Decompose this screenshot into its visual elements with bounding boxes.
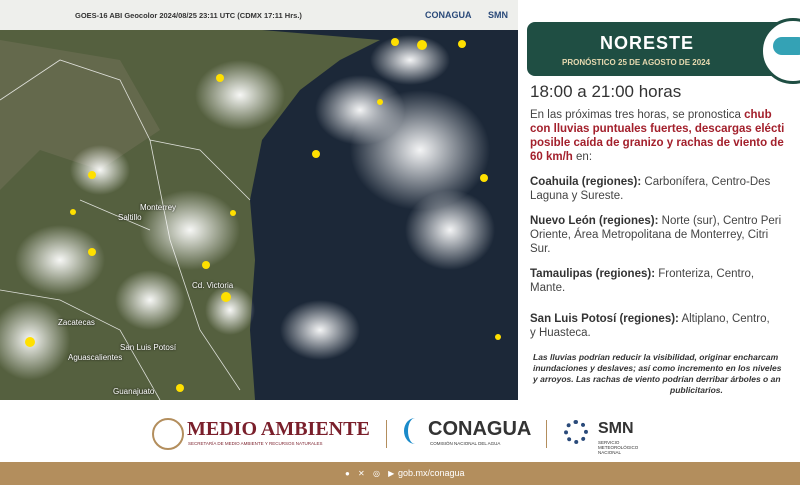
highlight: posible caída de granizo y rachas de vie… — [530, 137, 784, 149]
region-name: Coahuila (regiones): — [530, 176, 642, 188]
seal — [152, 418, 184, 450]
region: Nuevo León (regiones): Norte (sur), Cent… — [530, 215, 781, 227]
note: y arroyos. Las rachas de viento podrían … — [533, 374, 781, 384]
smn-sub: SERVICIO METEOROLÓGICO NACIONAL — [598, 440, 639, 455]
region-text: y Huasteca. — [530, 327, 591, 339]
smn-logo — [564, 420, 588, 444]
satellite-image — [0, 0, 518, 400]
forecast-date: PRONÓSTICO 25 DE AGOSTO DE 2024 — [562, 58, 711, 67]
region-name: Tamaulipas (regiones): — [530, 268, 656, 280]
place-label: San Luis Potosí — [120, 343, 177, 352]
intro: En las próximas tres horas, se pronostic… — [530, 109, 741, 121]
region-name: San Luis Potosí (regiones): — [530, 313, 679, 325]
region-text: Mante. — [530, 282, 566, 294]
region: Tamaulipas (regiones): Fronteriza, Centr… — [530, 268, 754, 280]
region-text: Carbonífera, Centro-Des — [644, 176, 771, 188]
region-name: Nuevo León (regiones): — [530, 215, 659, 227]
region-text: Altiplano, Centro, — [681, 313, 770, 325]
semarnat: MEDIO AMBIENTE — [187, 418, 370, 440]
intro-tail: en: — [576, 151, 593, 163]
highlight: chub — [744, 109, 772, 121]
logo-text: CONAGUA — [425, 10, 472, 20]
semarnat-sub: SECRETARÍA DE MEDIO AMBIENTE Y RECURSOS … — [188, 441, 323, 446]
note: publicitarios. — [670, 385, 723, 395]
note: inundaciones y deslaves; así como increm… — [533, 363, 782, 373]
region-text: Norte (sur), Centro Peri — [661, 215, 782, 227]
region-text: Fronteriza, Centro, — [658, 268, 755, 280]
place-label: Zacatecas — [58, 318, 95, 327]
region: San Luis Potosí (regiones): Altiplano, C… — [530, 313, 770, 325]
header-box — [527, 22, 800, 76]
conagua-logo — [404, 418, 426, 444]
region-title: NORESTE — [600, 33, 695, 53]
place-label: Cd. Victoria — [192, 281, 234, 290]
smn: SMN — [598, 420, 634, 437]
social-icons: ● ✕ ◎ ▶ — [345, 469, 398, 478]
note: Las lluvias podrían reducir la visibilid… — [533, 352, 779, 362]
place-label: Guanajuato — [113, 387, 155, 396]
region-text: Laguna y Sureste. — [530, 190, 624, 202]
footer — [0, 400, 800, 462]
place-label: Monterrey — [140, 203, 177, 212]
highlight: con lluvias puntuales fuertes, descargas… — [530, 123, 785, 135]
region: Coahuila (regiones): Carbonífera, Centro… — [530, 176, 770, 188]
conagua: CONAGUA — [428, 418, 532, 440]
bottom-bar — [0, 462, 800, 485]
place-label: Aguascalientes — [68, 353, 123, 362]
region-text: Oriente, Área Metropolitana de Monterrey… — [530, 229, 769, 241]
period: 18:00 a 21:00 horas — [530, 82, 682, 101]
highlight: 60 km/h — [530, 151, 573, 163]
satellite-caption: GOES-16 ABI Geocolor 2024/08/25 23:11 UT… — [75, 11, 302, 20]
conagua-sub: COMISIÓN NACIONAL DEL AGUA — [430, 441, 501, 446]
logo-text: SMN — [488, 10, 508, 20]
url: gob.mx/conagua — [398, 468, 465, 478]
region-text: Sur. — [530, 243, 551, 255]
place-label: Saltillo — [118, 213, 142, 222]
